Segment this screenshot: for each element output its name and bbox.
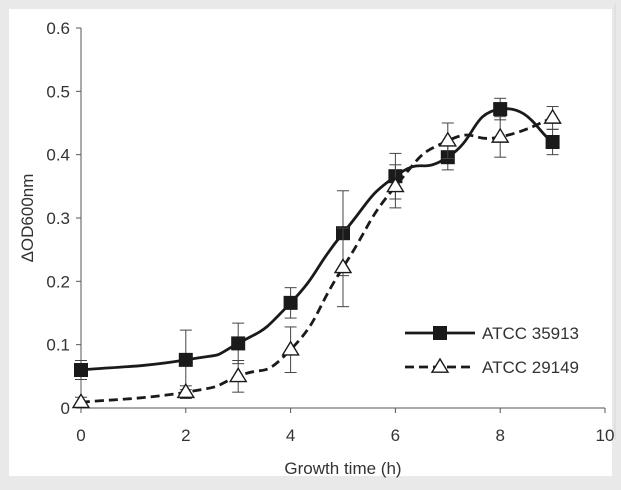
data-point: [176, 382, 196, 399]
data-point: [281, 340, 300, 356]
legend-label: ATCC 29149: [482, 358, 579, 377]
y-tick-label: 0: [61, 399, 70, 418]
legend-marker: [433, 326, 447, 340]
y-tick-label: 0.1: [46, 336, 70, 355]
y-axis-label: ΔOD600nm: [18, 174, 37, 263]
data-point: [386, 176, 405, 193]
x-tick-label: 4: [286, 426, 295, 445]
x-tick-label: 2: [181, 426, 190, 445]
x-tick-label: 6: [391, 426, 400, 445]
data-point: [545, 135, 560, 149]
data-point: [228, 366, 248, 383]
data-point: [71, 392, 91, 409]
x-tick-label: 8: [495, 426, 504, 445]
x-tick-label: 0: [76, 426, 85, 445]
data-point: [333, 258, 353, 274]
axes: 0 0.1 0.2 0.3 0.4 0.5 0.6 0 2 4 6 8 10: [46, 19, 614, 445]
data-point: [543, 108, 562, 124]
series-atcc-29149: [71, 106, 562, 409]
y-tick-label: 0.2: [46, 272, 70, 291]
data-point: [231, 336, 246, 351]
data-point: [283, 295, 298, 310]
y-tick-label: 0.3: [46, 209, 70, 228]
data-point: [493, 102, 508, 117]
series-layer: [71, 97, 562, 409]
plot-area-background: [9, 9, 612, 476]
data-point: [178, 352, 193, 367]
x-axis-label: Growth time (h): [284, 459, 401, 478]
data-point: [490, 127, 510, 143]
legend-label: ATCC 35913: [482, 324, 579, 343]
legend-entry: ATCC 29149: [405, 357, 579, 377]
legend-marker: [430, 357, 450, 373]
series-atcc-35913: [74, 97, 560, 391]
legend: ATCC 35913 ATCC 29149: [405, 324, 579, 377]
y-tick-label: 0.5: [46, 82, 70, 101]
y-tick-label: 0.6: [46, 19, 70, 38]
data-point: [438, 131, 458, 147]
series-line: [80, 116, 554, 404]
legend-entry: ATCC 35913: [405, 324, 579, 343]
x-tick-label: 10: [596, 426, 615, 445]
y-tick-label: 0.4: [46, 146, 70, 165]
data-point: [74, 363, 88, 377]
